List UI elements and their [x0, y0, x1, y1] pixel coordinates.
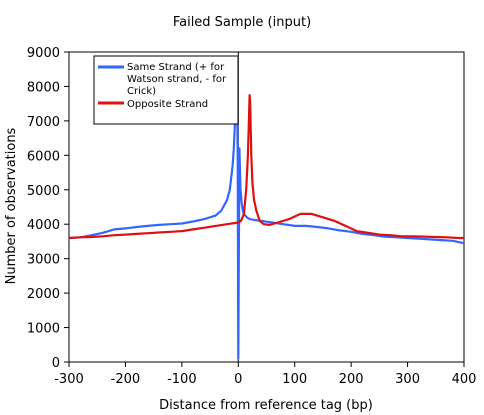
y-tick-label: 0 [52, 356, 60, 371]
y-tick-label: 1000 [27, 322, 60, 337]
x-tick-label: -100 [167, 372, 197, 387]
y-tick-label: 6000 [27, 149, 60, 164]
series-lines [68, 93, 465, 360]
y-tick-label: 5000 [27, 184, 60, 199]
x-tick-label: 100 [282, 372, 307, 387]
y-axis-ticks: 0 1000 2000 3000 4000 5000 6000 7000 8000 9000 [27, 46, 69, 371]
plot-frame [68, 51, 465, 363]
y-tick-label: 7000 [27, 115, 60, 130]
x-tick-label: 200 [339, 372, 364, 387]
legend-label-opposite-strand: Opposite Strand [127, 99, 208, 110]
y-tick-label: 4000 [27, 218, 60, 233]
series-line-0 [68, 104, 465, 360]
plot-area: -300 -200 -100 0 100 200 300 400 0 1000 2000 3000 4… [27, 46, 477, 387]
legend-label-same-strand-line-1: Same Strand (+ for [127, 62, 225, 73]
x-tick-label: -300 [54, 372, 84, 387]
x-tick-label: 300 [395, 372, 420, 387]
x-axis-ticks: -300 -200 -100 0 100 200 300 400 [54, 362, 476, 387]
y-tick-label: 9000 [27, 46, 60, 61]
legend-label-same-strand-line-2: Watson strand, - for [127, 74, 227, 85]
y-axis-label: Number of observations [4, 127, 19, 284]
x-axis-label: Distance from reference tag (bp) [159, 398, 373, 413]
y-tick-label: 2000 [27, 287, 60, 302]
legend: Same Strand (+ for Watson strand, - for … [93, 55, 239, 125]
y-tick-label: 3000 [27, 253, 60, 268]
x-tick-label: 400 [452, 372, 477, 387]
x-tick-label: 0 [234, 372, 242, 387]
chart-title: Failed Sample (input) [173, 15, 311, 30]
y-tick-label: 8000 [27, 80, 60, 95]
legend-label-same-strand-line-3: Crick) [127, 86, 156, 97]
x-tick-label: -200 [111, 372, 141, 387]
series-line-1 [68, 93, 464, 240]
